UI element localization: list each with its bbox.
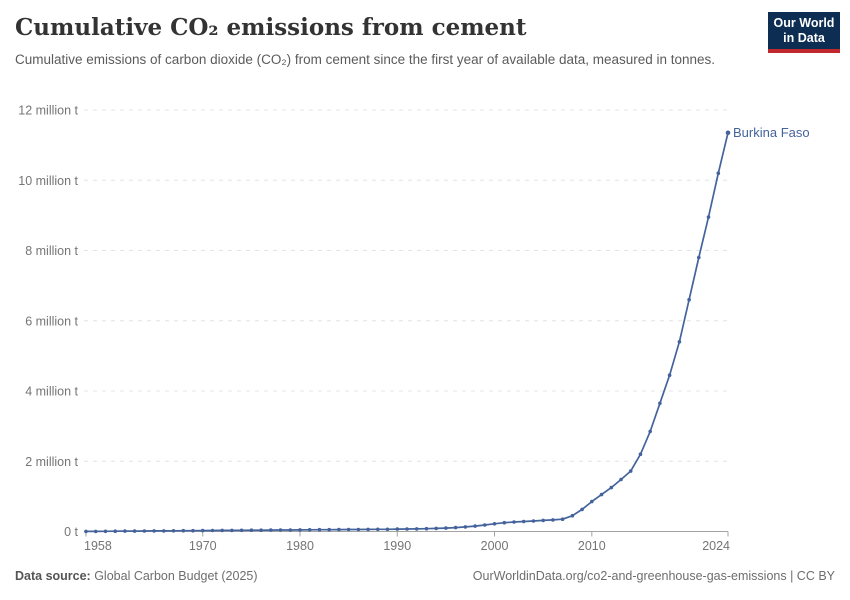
data-point[interactable] <box>687 297 691 302</box>
data-point[interactable] <box>249 528 254 532</box>
data-point[interactable] <box>560 517 565 521</box>
owid-logo[interactable]: Our World in Data <box>768 12 840 53</box>
y-tick-label: 10 million t <box>18 174 78 188</box>
y-tick-label: 8 million t <box>25 244 78 258</box>
data-point[interactable] <box>658 401 662 406</box>
data-point[interactable] <box>395 527 400 531</box>
data-point[interactable] <box>599 492 604 497</box>
data-point[interactable] <box>269 528 273 532</box>
data-point[interactable] <box>638 452 643 457</box>
y-tick-label: 12 million t <box>18 104 78 118</box>
data-point[interactable] <box>677 340 682 344</box>
data-point[interactable] <box>463 525 468 529</box>
data-point[interactable] <box>541 518 545 523</box>
data-point[interactable] <box>444 526 448 530</box>
y-tick-label: 2 million t <box>25 455 78 469</box>
x-tick-label: 1958 <box>84 539 112 553</box>
data-point[interactable] <box>327 527 332 532</box>
chart-subtitle: Cumulative emissions of carbon dioxide (… <box>15 52 716 67</box>
data-point[interactable] <box>590 499 594 504</box>
y-tick-label: 4 million t <box>25 385 78 399</box>
x-tick-label: 2010 <box>578 539 606 553</box>
data-point[interactable] <box>376 527 380 532</box>
data-point[interactable] <box>570 513 575 518</box>
data-source-label: Data source: <box>15 569 91 583</box>
x-tick-label: 1970 <box>189 539 217 553</box>
footer-link[interactable]: OurWorldinData.org/co2-and-greenhouse-ga… <box>472 569 835 583</box>
data-point[interactable] <box>405 527 409 531</box>
x-tick-label: 2024 <box>702 539 730 553</box>
y-tick-label: 6 million t <box>25 314 78 328</box>
data-source: Data source: Global Carbon Budget (2025) <box>15 569 258 583</box>
data-point[interactable] <box>502 520 507 525</box>
data-point[interactable] <box>492 522 497 526</box>
data-point[interactable] <box>259 528 263 532</box>
data-point[interactable] <box>288 528 293 532</box>
series-label-burkina-faso[interactable]: Burkina Faso <box>733 125 810 140</box>
x-tick-label: 1980 <box>286 539 314 553</box>
data-point[interactable] <box>628 469 633 473</box>
logo-line1: Our World <box>773 15 835 30</box>
data-point[interactable] <box>171 529 176 533</box>
data-point[interactable] <box>551 518 555 522</box>
line-series-burkina-faso[interactable] <box>84 130 731 534</box>
data-point[interactable] <box>356 527 361 532</box>
data-point[interactable] <box>317 527 322 532</box>
data-point[interactable] <box>619 477 623 482</box>
data-point[interactable] <box>132 529 137 533</box>
x-tick-label: 1990 <box>383 539 411 553</box>
data-point[interactable] <box>239 528 244 533</box>
data-point[interactable] <box>200 528 205 533</box>
data-point[interactable] <box>307 528 312 532</box>
data-point[interactable] <box>483 523 487 527</box>
page-title: Cumulative CO₂ emissions from cement <box>15 14 527 41</box>
data-point[interactable] <box>473 524 477 528</box>
data-point[interactable] <box>191 528 195 533</box>
data-point[interactable] <box>521 519 526 524</box>
chart-footer: Data source: Global Carbon Budget (2025)… <box>15 569 835 583</box>
data-point[interactable] <box>366 527 370 532</box>
data-point[interactable] <box>385 527 390 532</box>
data-point[interactable] <box>142 529 147 533</box>
data-point[interactable] <box>697 255 701 260</box>
data-point[interactable] <box>162 529 166 533</box>
data-point[interactable] <box>123 529 127 533</box>
x-tick-label: 2000 <box>481 539 509 553</box>
data-point[interactable] <box>706 215 711 219</box>
data-point[interactable] <box>434 526 439 531</box>
y-tick-label: 0 t <box>64 525 78 539</box>
data-point[interactable] <box>648 429 652 434</box>
data-source-value: Global Carbon Budget (2025) <box>90 569 258 583</box>
data-point[interactable] <box>453 525 458 530</box>
data-point[interactable] <box>210 528 215 533</box>
data-point[interactable] <box>414 527 419 531</box>
data-point[interactable] <box>278 528 283 532</box>
data-point[interactable] <box>113 529 117 533</box>
data-point[interactable] <box>580 507 584 512</box>
data-point[interactable] <box>103 529 108 534</box>
data-point[interactable] <box>220 528 224 533</box>
data-point[interactable] <box>84 529 88 534</box>
data-point[interactable] <box>609 485 614 490</box>
data-point[interactable] <box>181 528 186 533</box>
logo-line2: in Data <box>783 30 825 45</box>
data-point[interactable] <box>512 520 516 524</box>
data-point[interactable] <box>298 528 302 532</box>
data-point[interactable] <box>337 527 341 532</box>
data-point[interactable] <box>230 528 234 533</box>
data-point[interactable] <box>725 130 731 136</box>
data-point[interactable] <box>716 171 721 175</box>
data-point[interactable] <box>667 373 672 378</box>
data-point[interactable] <box>93 529 98 534</box>
data-point[interactable] <box>152 529 156 533</box>
data-point[interactable] <box>424 526 429 531</box>
data-point[interactable] <box>346 527 351 532</box>
data-point[interactable] <box>531 519 536 523</box>
